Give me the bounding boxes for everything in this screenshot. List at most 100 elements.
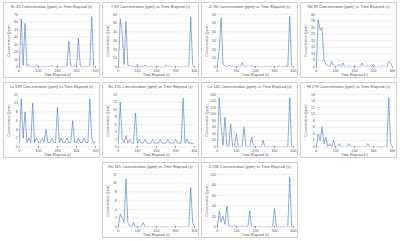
svg-text:400: 400 <box>390 149 396 153</box>
svg-text:4: 4 <box>115 130 117 134</box>
svg-text:10: 10 <box>14 101 18 105</box>
svg-text:40: 40 <box>311 13 315 17</box>
svg-text:400: 400 <box>291 229 297 233</box>
svg-text:10: 10 <box>212 56 216 60</box>
svg-text:400: 400 <box>291 69 297 73</box>
svg-text:2: 2 <box>115 138 117 142</box>
svg-text:12: 12 <box>113 173 117 177</box>
svg-text:Time Elapsed (s): Time Elapsed (s) <box>44 153 71 157</box>
svg-text:60: 60 <box>212 125 216 129</box>
svg-text:40: 40 <box>212 204 216 208</box>
svg-text:15: 15 <box>311 45 315 49</box>
svg-text:100: 100 <box>233 149 239 153</box>
svg-text:0: 0 <box>18 149 20 153</box>
svg-text:25: 25 <box>311 32 315 36</box>
svg-text:100: 100 <box>134 69 140 73</box>
svg-text:Concentration (ppm): Concentration (ppm) <box>205 105 209 137</box>
svg-text:400: 400 <box>291 149 297 153</box>
svg-text:Time Elapsed (s): Time Elapsed (s) <box>341 73 368 77</box>
svg-text:0: 0 <box>117 149 119 153</box>
svg-text:4: 4 <box>16 128 18 132</box>
svg-text:30: 30 <box>212 39 216 43</box>
svg-text:0: 0 <box>315 69 317 73</box>
svg-text:Concentration (ppm): Concentration (ppm) <box>106 25 110 57</box>
svg-text:60: 60 <box>212 13 216 17</box>
svg-text:12: 12 <box>14 93 18 97</box>
svg-text:300: 300 <box>272 69 278 73</box>
svg-text:6: 6 <box>115 199 117 203</box>
svg-text:Time Elapsed (s): Time Elapsed (s) <box>143 153 170 157</box>
svg-text:100: 100 <box>35 69 41 73</box>
svg-text:6: 6 <box>313 125 315 129</box>
svg-text:20: 20 <box>311 39 315 43</box>
svg-text:0: 0 <box>117 229 119 233</box>
svg-text:10: 10 <box>311 112 315 116</box>
svg-text:0: 0 <box>117 69 119 73</box>
svg-text:400: 400 <box>390 69 396 73</box>
svg-text:400: 400 <box>192 149 198 153</box>
svg-text:16: 16 <box>311 93 315 97</box>
svg-text:100: 100 <box>134 149 140 153</box>
svg-text:50: 50 <box>212 21 216 25</box>
svg-text:70: 70 <box>14 13 18 17</box>
svg-text:20: 20 <box>212 215 216 219</box>
svg-text:50: 50 <box>113 21 117 25</box>
svg-text:6: 6 <box>16 119 18 123</box>
svg-text:300: 300 <box>371 69 377 73</box>
svg-text:40: 40 <box>113 30 117 34</box>
svg-text:300: 300 <box>74 149 80 153</box>
svg-text:300: 300 <box>371 149 377 153</box>
svg-text:20: 20 <box>113 48 117 52</box>
svg-text:100: 100 <box>332 149 338 153</box>
svg-text:0: 0 <box>315 149 317 153</box>
svg-text:300: 300 <box>173 149 179 153</box>
svg-text:Time Elapsed (s): Time Elapsed (s) <box>44 73 71 77</box>
svg-text:Time Elapsed (s): Time Elapsed (s) <box>341 153 368 157</box>
svg-text:300: 300 <box>173 229 179 233</box>
svg-text:Concentration (ppm): Concentration (ppm) <box>7 105 11 137</box>
svg-text:Time Elapsed (s): Time Elapsed (s) <box>242 233 269 237</box>
svg-text:100: 100 <box>233 69 239 73</box>
svg-text:20: 20 <box>212 48 216 52</box>
svg-text:8: 8 <box>115 190 117 194</box>
svg-text:8: 8 <box>313 119 315 123</box>
svg-text:10: 10 <box>14 58 18 62</box>
svg-text:400: 400 <box>93 69 99 73</box>
svg-text:Concentration (ppm): Concentration (ppm) <box>304 25 308 57</box>
svg-text:0: 0 <box>216 229 218 233</box>
svg-text:35: 35 <box>311 19 315 23</box>
svg-text:300: 300 <box>74 69 80 73</box>
svg-text:0: 0 <box>18 69 20 73</box>
svg-text:4: 4 <box>313 132 315 136</box>
svg-text:10: 10 <box>113 181 117 185</box>
svg-text:12: 12 <box>113 100 117 104</box>
svg-text:Concentration (ppm): Concentration (ppm) <box>106 185 110 217</box>
svg-text:20: 20 <box>212 138 216 142</box>
svg-text:400: 400 <box>93 149 99 153</box>
svg-text:10: 10 <box>113 56 117 60</box>
svg-text:Time Elapsed (s): Time Elapsed (s) <box>143 73 170 77</box>
svg-text:400: 400 <box>192 69 198 73</box>
svg-text:8: 8 <box>115 115 117 119</box>
svg-text:300: 300 <box>272 229 278 233</box>
svg-text:5: 5 <box>313 58 315 62</box>
svg-text:300: 300 <box>272 149 278 153</box>
svg-text:30: 30 <box>311 26 315 30</box>
svg-text:Concentration (ppm): Concentration (ppm) <box>106 105 110 137</box>
svg-text:40: 40 <box>212 132 216 136</box>
svg-text:20: 20 <box>14 50 18 54</box>
svg-text:2: 2 <box>313 138 315 142</box>
svg-text:80: 80 <box>212 119 216 123</box>
svg-text:140: 140 <box>210 99 216 103</box>
svg-text:0: 0 <box>216 69 218 73</box>
svg-text:60: 60 <box>113 13 117 17</box>
svg-text:40: 40 <box>14 35 18 39</box>
svg-text:100: 100 <box>332 69 338 73</box>
svg-text:2: 2 <box>115 216 117 220</box>
svg-text:6: 6 <box>115 123 117 127</box>
svg-text:100: 100 <box>134 229 140 233</box>
svg-text:100: 100 <box>210 173 216 177</box>
svg-text:40: 40 <box>212 30 216 34</box>
svg-text:100: 100 <box>233 229 239 233</box>
svg-text:4: 4 <box>115 208 117 212</box>
